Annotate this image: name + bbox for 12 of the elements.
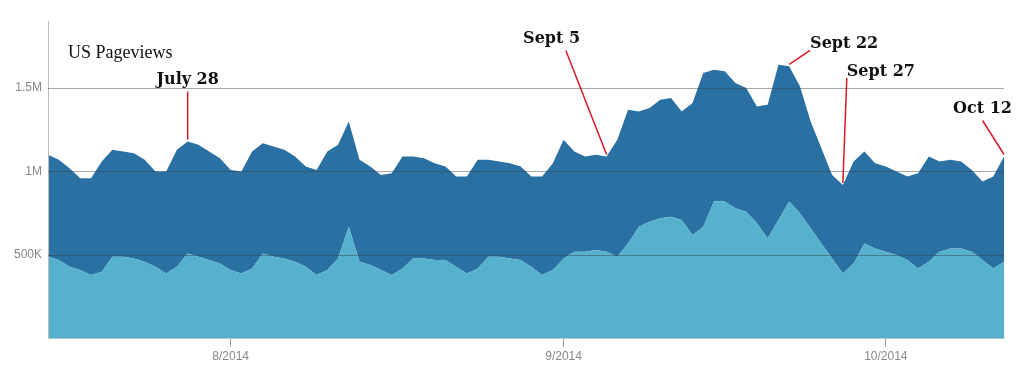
x-tick-label: 8/2014 bbox=[212, 349, 250, 364]
annotation: July 28 bbox=[154, 68, 219, 88]
y-tick-label: 1M bbox=[25, 163, 43, 178]
annotation: Sept 5 bbox=[523, 27, 581, 47]
y-tick-label: 1.5M bbox=[15, 80, 43, 95]
x-tick-label: 10/2014 bbox=[864, 349, 908, 364]
text: US Pageviews bbox=[68, 41, 173, 62]
annotation: Sept 27 bbox=[846, 61, 915, 81]
annotation: Oct 12 bbox=[953, 97, 1012, 117]
annotation: Sept 22 bbox=[810, 33, 879, 53]
y-tick-label: 500K bbox=[13, 247, 43, 262]
x-tick-label: 9/2014 bbox=[545, 349, 583, 364]
